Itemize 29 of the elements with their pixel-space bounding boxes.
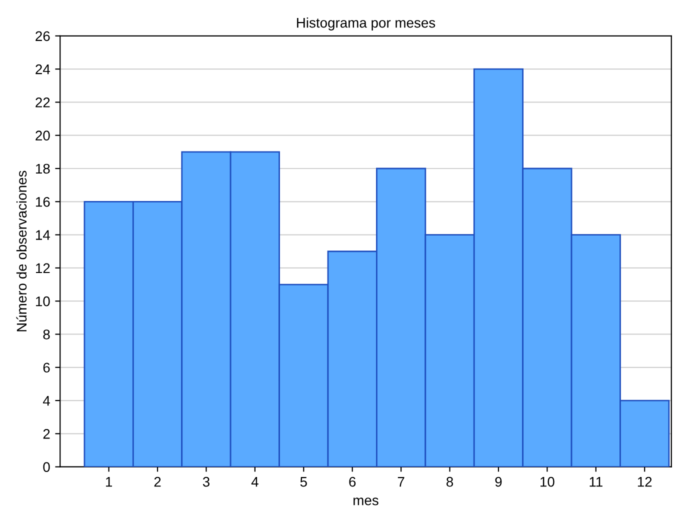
y-tick-label: 14 [36, 230, 50, 240]
x-tick-label: 12 [638, 476, 652, 487]
x-tick-label: 6 [349, 476, 356, 487]
x-tick-label: 5 [300, 477, 307, 487]
x-tick-label: 8 [446, 476, 454, 487]
x-tick-label: 1 [106, 477, 112, 487]
y-tick-label: 0 [43, 462, 50, 472]
y-tick-label: 20 [36, 130, 50, 141]
x-axis-title: mes [354, 498, 378, 506]
x-tick-label: 7 [398, 477, 404, 487]
y-tick-label: 24 [36, 64, 50, 74]
y-tick-label: 22 [36, 98, 50, 108]
y-tick-label: 18 [36, 164, 50, 174]
x-tick-label: 3 [202, 476, 210, 487]
x-tick-label: 9 [495, 476, 502, 487]
y-tick-label: 2 [43, 429, 50, 439]
x-tick-label: 2 [154, 476, 161, 487]
y-tick-label: 10 [36, 296, 50, 306]
y-tick-label: 8 [43, 330, 50, 340]
y-tick-label: 4 [42, 396, 50, 406]
x-tick-label: 11 [590, 477, 602, 487]
y-tick-label: 12 [36, 263, 50, 273]
y-tick-label: 26 [36, 31, 50, 42]
x-tick-label: 10 [540, 476, 554, 487]
x-tick-label: 4 [251, 477, 258, 487]
y-axis-title: Número de observaciones [16, 170, 27, 332]
y-tick-label: 16 [36, 196, 50, 207]
chart-title: Histograma por meses [297, 18, 436, 30]
y-tick-label: 6 [43, 362, 50, 373]
